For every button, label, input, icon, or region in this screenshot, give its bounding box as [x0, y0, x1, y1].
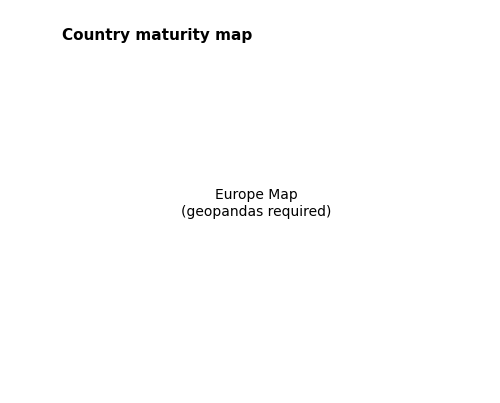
Text: Country maturity map: Country maturity map	[62, 28, 253, 43]
Text: Europe Map
(geopandas required): Europe Map (geopandas required)	[181, 189, 332, 218]
